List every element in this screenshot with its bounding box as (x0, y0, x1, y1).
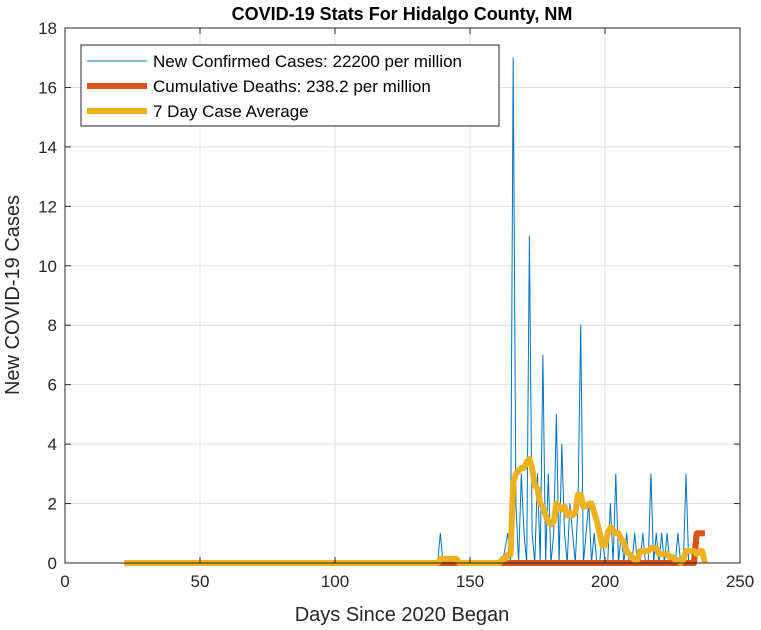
legend-entry-2: 7 Day Case Average (153, 102, 309, 121)
legend: New Confirmed Cases: 22200 per million Cu… (80, 44, 500, 127)
x-tick-label: 50 (191, 572, 210, 591)
y-tick-label: 4 (48, 435, 57, 454)
x-tick-label: 0 (60, 572, 69, 591)
y-tick-label: 12 (38, 197, 57, 216)
x-tick-label: 150 (456, 572, 484, 591)
y-tick-label: 10 (38, 257, 57, 276)
legend-entry-0: New Confirmed Cases: 22200 per million (153, 52, 462, 71)
y-tick-label: 0 (48, 554, 57, 573)
chart-title: COVID-19 Stats For Hidalgo County, NM (232, 4, 573, 24)
y-tick-label: 18 (38, 19, 57, 38)
x-tick-label: 100 (321, 572, 349, 591)
x-tick-label: 250 (726, 572, 754, 591)
x-tick-label: 200 (591, 572, 619, 591)
series-line-2 (124, 455, 708, 566)
y-tick-label: 2 (48, 495, 57, 514)
y-tick-label: 16 (38, 78, 57, 97)
y-axis-label: New COVID-19 Cases (2, 195, 24, 395)
y-tick-label: 8 (48, 316, 57, 335)
y-tick-label: 14 (38, 138, 57, 157)
legend-entry-1: Cumulative Deaths: 238.2 per million (153, 77, 431, 96)
y-tick-label: 6 (48, 376, 57, 395)
legend-box (80, 44, 500, 127)
plot-frame (64, 27, 741, 564)
ticks: 0 50 100 150 200 250 0 2 4 6 8 10 12 14 16 18 (38, 19, 754, 591)
x-axis-label: Days Since 2020 Began (295, 604, 510, 626)
